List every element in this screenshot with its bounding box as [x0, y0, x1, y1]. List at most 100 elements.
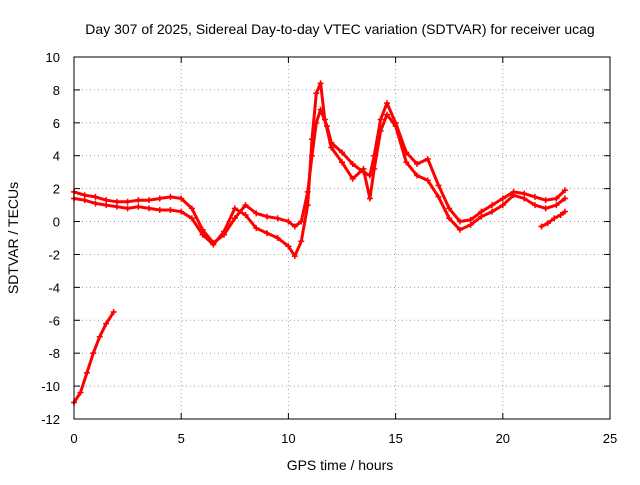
data-point — [92, 200, 99, 207]
data-point — [403, 159, 410, 166]
data-point — [298, 238, 305, 245]
data-point — [103, 202, 110, 209]
data-point — [384, 100, 391, 107]
data-point — [83, 369, 90, 376]
series-sdtvar-trace-a — [71, 100, 568, 246]
data-point — [274, 235, 281, 241]
data-point — [339, 149, 345, 156]
data-point — [178, 208, 185, 215]
data-point — [103, 320, 110, 327]
data-point — [349, 175, 356, 182]
grid — [74, 57, 610, 419]
data-point — [92, 193, 99, 200]
data-point — [167, 193, 174, 200]
data-point — [414, 160, 421, 167]
y-tick-label: -4 — [48, 280, 60, 295]
data-point — [242, 202, 249, 209]
data-point — [392, 123, 399, 130]
data-point — [542, 197, 549, 204]
y-tick-label: -12 — [41, 412, 60, 427]
data-point — [371, 165, 378, 172]
data-point — [446, 205, 453, 212]
data-point — [499, 195, 506, 202]
x-tick-label: 0 — [70, 431, 77, 446]
y-tick-label: 0 — [53, 215, 60, 230]
data-point — [90, 350, 97, 357]
data-point — [253, 225, 260, 232]
series-sdtvar-trace-b — [71, 80, 568, 260]
data-point — [263, 230, 270, 237]
data-point — [263, 213, 270, 220]
data-point — [113, 203, 120, 210]
data-point — [135, 203, 142, 210]
series-early-negative-segment — [71, 309, 117, 406]
y-tick-label: 2 — [53, 182, 60, 197]
data-point — [456, 218, 463, 225]
data-point — [510, 192, 517, 199]
data-point — [313, 90, 320, 97]
data-point — [531, 193, 538, 200]
x-axis-label: GPS time / hours — [287, 457, 394, 473]
data-point — [384, 111, 391, 118]
data-point — [561, 187, 568, 194]
data-point — [304, 202, 311, 209]
x-tick-label: 5 — [178, 431, 185, 446]
y-tick-label: -8 — [48, 346, 60, 361]
data-point — [544, 220, 551, 227]
data-point — [551, 215, 558, 222]
data-point — [553, 195, 560, 202]
data-point — [253, 210, 260, 217]
data-point — [542, 205, 549, 212]
data-point — [146, 197, 153, 204]
data-point — [77, 389, 84, 396]
data-point — [221, 228, 228, 235]
data-point — [291, 223, 298, 230]
data-point — [561, 208, 568, 215]
data-point — [242, 211, 249, 218]
data-point — [188, 215, 195, 222]
x-tick-label: 20 — [496, 431, 510, 446]
data-point — [339, 159, 345, 166]
series-line — [72, 101, 567, 245]
y-tick-label: -10 — [41, 379, 60, 394]
data-point — [210, 241, 217, 248]
axis-ticks: 0 5 10 15 20 25 -12 -10 -8 -6 -4 -2 0 2 4 6 8 10 — [41, 50, 617, 446]
y-tick-label: 8 — [53, 83, 60, 98]
data-point — [81, 197, 88, 204]
data-point — [456, 226, 463, 233]
data-point — [199, 231, 206, 238]
data-point — [285, 218, 292, 225]
data-point — [489, 202, 496, 209]
data-point — [489, 208, 496, 215]
data-point — [499, 202, 506, 209]
data-point — [349, 160, 356, 167]
x-tick-label: 25 — [603, 431, 617, 446]
series-line — [539, 210, 567, 228]
data-point — [414, 172, 421, 179]
y-tick-label: -6 — [48, 313, 60, 328]
data-point — [274, 215, 281, 222]
chart-title: Day 307 of 2025, Sidereal Day-to-day VTE… — [85, 21, 594, 37]
data-point — [435, 193, 442, 200]
y-axis-label: SDTVAR / TECUs — [5, 182, 21, 294]
data-point — [167, 207, 174, 214]
plot-frame — [73, 56, 611, 420]
data-point — [553, 202, 560, 209]
data-point — [561, 195, 568, 202]
data-point — [360, 165, 367, 172]
data-point — [377, 128, 384, 135]
data-point — [146, 205, 153, 212]
data-point — [178, 195, 185, 202]
data-point — [188, 205, 195, 212]
data-point — [124, 198, 131, 205]
plot-area — [71, 80, 568, 406]
data-point — [557, 211, 564, 218]
series-late-segment — [538, 208, 568, 230]
data-point — [298, 218, 305, 225]
y-tick-label: -2 — [48, 247, 60, 262]
data-point — [156, 195, 163, 202]
data-point — [156, 207, 163, 214]
data-point — [467, 221, 474, 228]
data-point — [285, 243, 292, 250]
